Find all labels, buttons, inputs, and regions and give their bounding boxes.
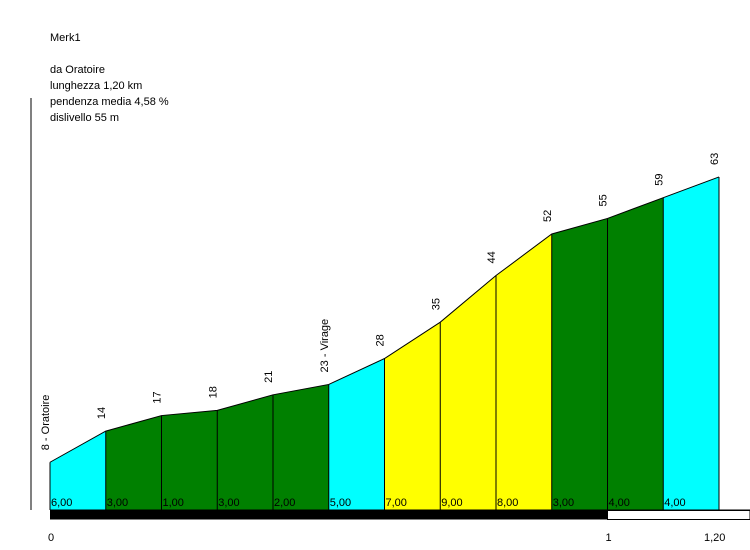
profile-segment-7 bbox=[384, 322, 441, 510]
profile-segment-12 bbox=[663, 176, 719, 510]
climb-name: Merk1 bbox=[50, 32, 81, 44]
km-bar-filled bbox=[50, 510, 608, 520]
profile-segment-2 bbox=[105, 415, 162, 510]
elevation-label: 35 bbox=[430, 298, 442, 310]
elevation-label: 44 bbox=[486, 251, 498, 263]
gradient-label: 4,00 bbox=[664, 497, 685, 509]
km-bar-empty bbox=[607, 510, 750, 520]
climb-length: lunghezza 1,20 km bbox=[50, 80, 143, 92]
gradient-label: 3,00 bbox=[107, 497, 128, 509]
profile-line bbox=[49, 176, 720, 463]
x-tick-label: 1 bbox=[606, 532, 612, 544]
elevation-label: 18 bbox=[207, 386, 219, 398]
gradient-label: 7,00 bbox=[386, 497, 407, 509]
profile-segment-4 bbox=[217, 394, 273, 510]
elevation-label: 59 bbox=[653, 173, 665, 185]
profile-header: Merk1 da Oratoire lunghezza 1,20 km pend… bbox=[50, 30, 169, 126]
profile-segment-11 bbox=[607, 197, 664, 510]
gradient-label: 9,00 bbox=[441, 497, 462, 509]
average-gradient: pendenza media 4,58 % bbox=[50, 96, 169, 108]
gradient-label: 8,00 bbox=[497, 497, 518, 509]
profile-segment-3 bbox=[161, 410, 218, 510]
profile-segment-10 bbox=[551, 218, 608, 510]
start-point: da Oratoire bbox=[50, 64, 106, 76]
gradient-label: 4,00 bbox=[609, 497, 630, 509]
gradient-label: 1,00 bbox=[163, 497, 184, 509]
elevation-label: 23 - Virage bbox=[319, 319, 331, 373]
elevation-label: 52 bbox=[542, 210, 554, 222]
x-tick-label: 1,20 bbox=[704, 532, 725, 544]
profile-segment-9 bbox=[496, 234, 552, 510]
elevation-label: 55 bbox=[598, 194, 610, 206]
elevation-label: 14 bbox=[96, 407, 108, 419]
gradient-label: 3,00 bbox=[553, 497, 574, 509]
profile-segment-8 bbox=[440, 275, 496, 510]
elevation-label: 28 bbox=[375, 334, 387, 346]
gradient-label: 5,00 bbox=[330, 497, 351, 509]
elevation-label: 63 bbox=[709, 153, 721, 165]
x-tick-label: 0 bbox=[48, 532, 54, 544]
gradient-label: 6,00 bbox=[51, 497, 72, 509]
elevation-gain: dislivello 55 m bbox=[50, 112, 120, 124]
profile-segment-5 bbox=[273, 384, 329, 510]
profile-segment-6 bbox=[328, 358, 385, 510]
elevation-label: 17 bbox=[152, 391, 164, 403]
gradient-label: 2,00 bbox=[274, 497, 295, 509]
elevation-label: 8 - Oratoire bbox=[40, 395, 52, 451]
gradient-label: 3,00 bbox=[218, 497, 239, 509]
profile-segment-1 bbox=[50, 431, 106, 510]
elevation-label: 21 bbox=[263, 371, 275, 383]
